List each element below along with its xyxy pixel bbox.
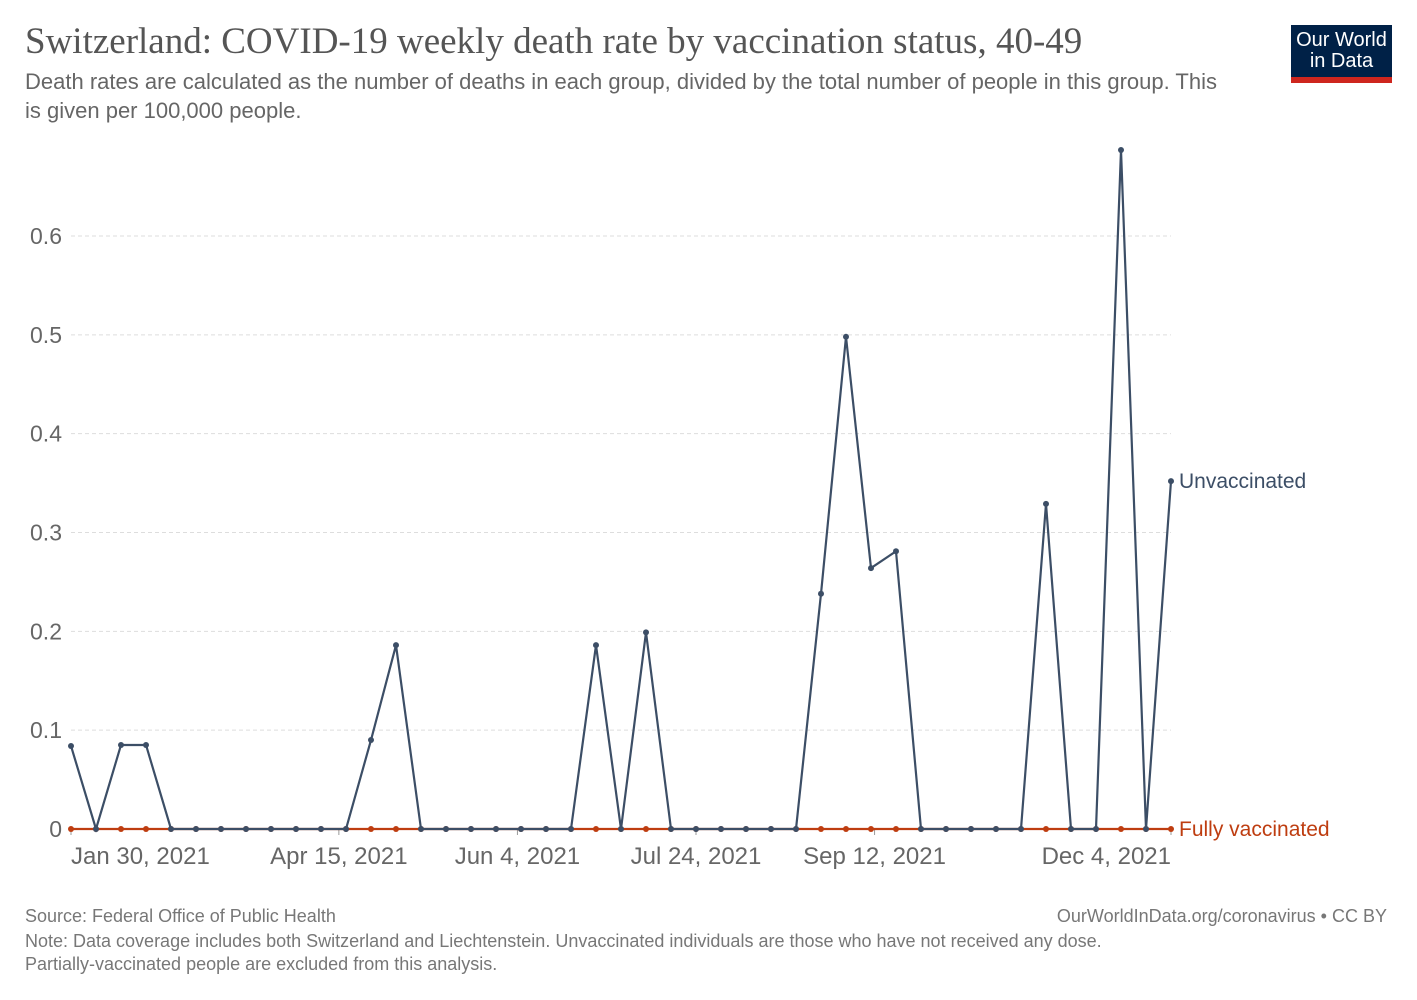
data-point <box>1118 147 1124 154</box>
data-point <box>118 826 124 832</box>
data-point <box>343 826 349 832</box>
data-point <box>268 826 274 832</box>
y-tick-label: 0.4 <box>30 421 62 447</box>
data-point <box>843 826 849 832</box>
data-point <box>93 826 99 832</box>
data-point <box>1068 826 1074 832</box>
data-point <box>168 826 174 832</box>
data-point <box>593 826 599 832</box>
series-label: Fully vaccinated <box>1179 818 1330 841</box>
data-point <box>368 826 374 832</box>
y-tick-label: 0.2 <box>30 618 62 644</box>
data-point <box>768 826 774 832</box>
data-point <box>68 742 74 749</box>
data-point <box>493 826 499 832</box>
data-point <box>143 741 149 748</box>
data-point <box>318 826 324 832</box>
data-point <box>793 826 799 832</box>
data-point <box>243 826 249 832</box>
series-line-unvaccinated <box>69 149 1173 833</box>
y-tick-label: 0 <box>49 816 62 842</box>
y-tick-label: 0.6 <box>30 223 62 249</box>
data-point <box>443 826 449 832</box>
y-tick-label: 0.1 <box>30 717 62 743</box>
data-point <box>743 826 749 832</box>
data-point <box>618 826 624 832</box>
data-point <box>1118 826 1124 832</box>
data-point <box>693 826 699 832</box>
chart-subtitle: Death rates are calculated as the number… <box>25 69 1217 123</box>
data-point <box>368 737 374 744</box>
data-point <box>668 826 674 832</box>
data-point <box>818 826 824 832</box>
data-point <box>143 826 149 832</box>
note-text: Note: Data coverage includes both Switze… <box>25 931 1102 951</box>
source-text: Source: Federal Office of Public Health <box>25 906 336 926</box>
data-point <box>843 333 849 340</box>
data-point <box>1043 500 1049 507</box>
data-point <box>818 590 824 597</box>
note-text: Partially-vaccinated people are excluded… <box>25 954 498 974</box>
logo-line: in Data <box>1309 50 1374 72</box>
owid-logo[interactable]: Our World in Data <box>1291 25 1392 83</box>
data-point <box>1168 478 1174 485</box>
data-point <box>643 629 649 636</box>
data-point <box>293 826 299 832</box>
x-tick-label: Jun 4, 2021 <box>455 843 580 870</box>
data-point <box>868 826 874 832</box>
data-point <box>1143 826 1149 832</box>
data-point <box>643 826 649 832</box>
data-point <box>1093 826 1099 832</box>
chart-title: Switzerland: COVID-19 weekly death rate … <box>25 21 1083 62</box>
data-point <box>893 826 899 832</box>
data-point <box>118 741 124 748</box>
data-point <box>393 642 399 649</box>
data-point <box>218 826 224 832</box>
data-point <box>918 826 924 832</box>
series-label: Unvaccinated <box>1179 470 1306 493</box>
data-point <box>868 565 874 572</box>
x-tick-label: Dec 4, 2021 <box>1042 843 1171 870</box>
y-tick-label: 0.5 <box>30 322 62 348</box>
url-link[interactable]: OurWorldInData.org/coronavirus • CC BY <box>1056 906 1387 926</box>
data-point <box>1043 826 1049 832</box>
data-point <box>1168 826 1174 832</box>
data-point <box>1018 826 1024 832</box>
data-point <box>68 826 74 832</box>
data-point <box>543 826 549 832</box>
data-point <box>393 826 399 832</box>
data-point <box>593 642 599 649</box>
data-point <box>993 826 999 832</box>
y-tick-label: 0.3 <box>30 520 62 546</box>
logo-line: Our World <box>1296 29 1387 51</box>
data-point <box>893 548 899 555</box>
data-point <box>943 826 949 832</box>
x-tick-label: Jan 30, 2021 <box>71 843 210 870</box>
x-tick-label: Sep 12, 2021 <box>803 843 946 870</box>
data-point <box>568 826 574 832</box>
data-point <box>468 826 474 832</box>
data-point <box>968 826 974 832</box>
data-point <box>418 826 424 832</box>
data-point <box>718 826 724 832</box>
x-tick-label: Apr 15, 2021 <box>270 843 407 870</box>
x-tick-label: Jul 24, 2021 <box>631 843 762 870</box>
data-point <box>193 826 199 832</box>
data-point <box>518 826 524 832</box>
